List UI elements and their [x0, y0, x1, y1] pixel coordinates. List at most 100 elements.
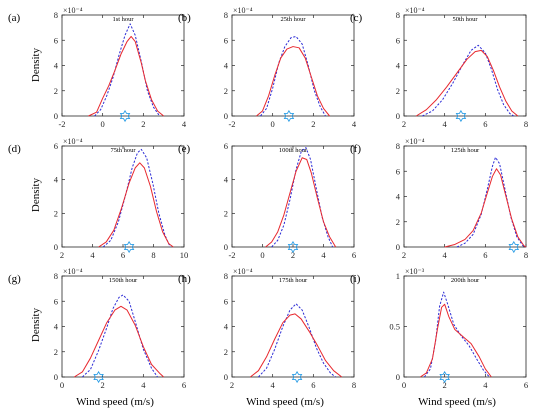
x-tick-label: -2: [228, 250, 235, 260]
y-tick-label: 2: [54, 86, 58, 96]
plot-frame: [403, 14, 527, 117]
panel-title: 100th hour: [279, 147, 308, 154]
y-axis-multiplier: ×10⁻⁴: [63, 267, 83, 276]
plot-frame: [231, 275, 355, 378]
plot-frame: [61, 14, 185, 117]
y-tick-label: 6: [224, 296, 228, 306]
x-tick-label: 6: [182, 380, 186, 390]
y-tick-label: 4: [54, 61, 59, 71]
y-tick-label: 0.5: [389, 322, 400, 332]
y-tick-label: 4: [396, 192, 401, 202]
panel-label: (i): [350, 273, 361, 285]
y-tick-label: 6: [54, 296, 58, 306]
panel-label: (h): [178, 273, 191, 285]
y-tick-label: 4: [224, 175, 229, 185]
x-tick-label: 2: [311, 119, 315, 129]
y-tick-label: 6: [224, 141, 228, 151]
x-tick-label: 4: [483, 380, 488, 390]
density-curve-dashed: [94, 23, 161, 117]
x-tick-label: 2: [402, 119, 406, 129]
y-tick-label: 8: [396, 141, 400, 151]
x-tick-label: 0: [402, 380, 406, 390]
y-tick-label: 0: [396, 111, 400, 121]
x-tick-label: 2: [402, 250, 406, 260]
y-tick-label: 0: [54, 372, 58, 382]
y-tick-label: 2: [54, 208, 58, 218]
x-tick-label: 2: [443, 380, 447, 390]
x-tick-label: 0: [60, 380, 64, 390]
density-curve-dashed: [260, 35, 326, 117]
plot-frame: [61, 145, 185, 248]
density-curve-dashed: [81, 294, 158, 378]
panel-7: 0 2 4 6 0 2 4 6 8 ×10⁻⁴ 150th hour (g): [8, 267, 186, 390]
y-tick-label: 0: [54, 111, 58, 121]
panel-label: (g): [8, 273, 21, 285]
panel-label: (f): [350, 143, 361, 155]
x-tick-label: 6: [311, 380, 315, 390]
y-tick-label: 2: [396, 217, 400, 227]
panel-title: 75th hour: [110, 147, 136, 154]
density-curve-solid: [73, 305, 165, 378]
y-tick-label: 8: [54, 10, 58, 20]
panel-title: 175th hour: [279, 277, 308, 284]
y-axis-multiplier: ×10⁻⁴: [405, 6, 425, 15]
plot-frame: [231, 145, 355, 248]
x-tick-label: 4: [352, 119, 357, 129]
observed-value-marker: [123, 240, 135, 254]
panel-label: (e): [178, 143, 191, 155]
y-tick-label: 2: [54, 347, 58, 357]
x-tick-label: 6: [483, 119, 487, 129]
x-tick-label: 2: [230, 380, 234, 390]
observed-value-marker: [283, 109, 295, 123]
y-axis-label-row-3: Density: [30, 307, 42, 342]
density-curve-solid: [249, 313, 343, 378]
density-curve-solid: [256, 46, 330, 117]
x-axis-label-col-1: Wind speed (m/s): [76, 396, 154, 408]
y-tick-label: 4: [54, 175, 59, 185]
x-tick-label: 6: [121, 250, 125, 260]
observed-value-marker: [291, 370, 303, 384]
panel-title: 1st hour: [112, 16, 134, 23]
panel-title: 125th hour: [451, 147, 480, 154]
y-tick-label: 6: [54, 35, 58, 45]
x-tick-label: 2: [101, 380, 105, 390]
density-curve-dashed: [422, 44, 515, 117]
x-tick-label: -2: [228, 119, 235, 129]
panel-label: (c): [350, 12, 363, 24]
x-tick-label: 0: [260, 250, 264, 260]
x-tick-label: 0: [271, 119, 275, 129]
y-axis-multiplier: ×10⁻⁴: [63, 137, 83, 146]
plot-frame: [231, 14, 355, 117]
x-tick-label: 0: [101, 119, 105, 129]
y-axis-multiplier: ×10⁻³: [405, 267, 425, 276]
x-tick-label: 8: [352, 380, 356, 390]
y-tick-label: 2: [224, 208, 228, 218]
x-tick-label: 4: [90, 250, 95, 260]
panel-title: 200th hour: [451, 277, 480, 284]
y-tick-label: 6: [224, 35, 228, 45]
panel-9: 0 2 4 6 0 0.5 1 ×10⁻³ 200th hour (i): [350, 267, 528, 390]
observed-value-marker: [287, 240, 299, 254]
y-axis-multiplier: ×10⁻⁴: [63, 6, 83, 15]
x-tick-label: 8: [524, 250, 528, 260]
density-curve-dashed: [271, 147, 334, 248]
observed-value-marker: [455, 109, 467, 123]
density-curve-solid: [265, 157, 337, 248]
panel-title: 150th hour: [109, 277, 138, 284]
y-tick-label: 0: [224, 372, 228, 382]
x-tick-label: -2: [58, 119, 65, 129]
plot-frame: [403, 275, 527, 378]
y-tick-label: 0: [54, 242, 58, 252]
y-tick-label: 4: [224, 61, 229, 71]
x-tick-label: 2: [141, 119, 145, 129]
y-tick-label: 8: [396, 10, 400, 20]
x-tick-label: 4: [141, 380, 146, 390]
panel-label: (d): [8, 143, 21, 155]
y-axis-label-row-1: Density: [30, 47, 42, 82]
